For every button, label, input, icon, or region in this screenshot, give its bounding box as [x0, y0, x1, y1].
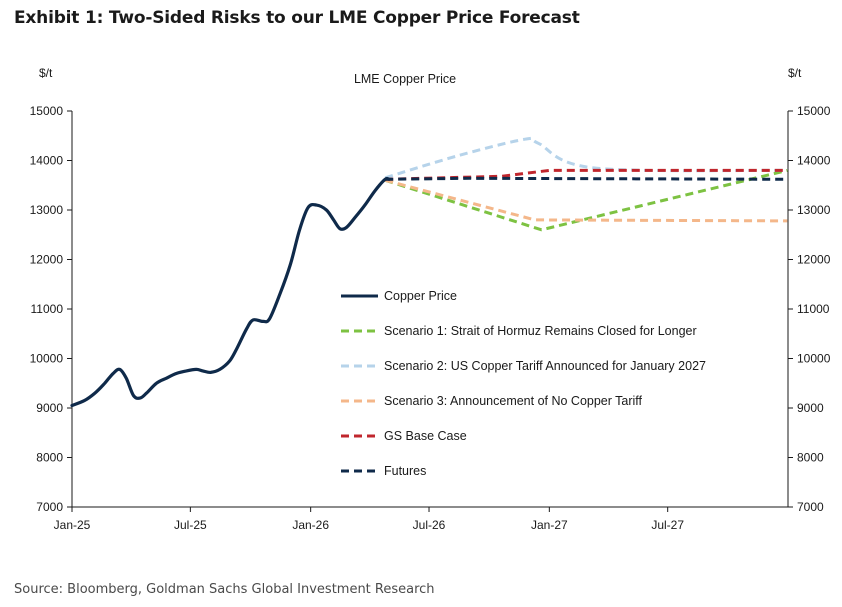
y-tick-label-right: 10000 [797, 352, 831, 366]
y-axis-right-unit: $/t [788, 66, 802, 80]
x-tick-label: Jul-25 [174, 518, 207, 532]
y-tick-label-right: 11000 [797, 302, 830, 316]
exhibit-title: Exhibit 1: Two-Sided Risks to our LME Co… [14, 8, 580, 28]
legend-label: GS Base Case [384, 429, 467, 443]
y-tick-label-right: 15000 [797, 104, 831, 118]
y-tick-label-right: 8000 [797, 451, 824, 465]
series-line-5 [385, 176, 788, 181]
y-tick-label-left: 15000 [30, 104, 64, 118]
axes: 7000 7000 8000 8000 9000 9000 10000 10000 11000 1… [30, 104, 831, 532]
series-line-0 [70, 176, 391, 408]
y-tick-label-left: 10000 [30, 352, 64, 366]
y-tick-label-left: 11000 [31, 302, 64, 316]
x-tick-label: Jul-27 [651, 518, 684, 532]
legend-label: Copper Price [384, 289, 457, 303]
y-tick-label-left: 14000 [30, 154, 64, 168]
chart-title: LME Copper Price [354, 72, 456, 86]
legend-label: Scenario 1: Strait of Hormuz Remains Clo… [384, 324, 697, 338]
y-tick-label-right: 14000 [797, 154, 831, 168]
legend-label: Futures [384, 464, 426, 478]
y-tick-label-right: 7000 [797, 500, 824, 514]
y-tick-label-right: 13000 [797, 203, 831, 217]
y-axis-left-unit: $/t [39, 66, 53, 80]
y-tick-label-right: 12000 [797, 253, 831, 267]
legend: Copper Price Scenario 1: Strait of Hormuz… [341, 289, 706, 478]
legend-label: Scenario 3: Announcement of No Copper Ta… [384, 394, 643, 408]
source-note: Source: Bloomberg, Goldman Sachs Global … [14, 582, 435, 597]
series-line-1 [384, 168, 788, 232]
series-layer [70, 136, 788, 408]
x-tick-label: Jan-27 [531, 518, 568, 532]
y-tick-label-left: 8000 [36, 451, 63, 465]
y-tick-label-right: 9000 [797, 401, 824, 415]
y-tick-label-left: 9000 [36, 401, 63, 415]
y-tick-label-left: 7000 [36, 500, 63, 514]
y-tick-label-left: 13000 [30, 203, 64, 217]
x-tick-label: Jul-26 [413, 518, 446, 532]
legend-label: Scenario 2: US Copper Tariff Announced f… [384, 359, 706, 373]
x-tick-label: Jan-26 [292, 518, 329, 532]
x-tick-label: Jan-25 [54, 518, 91, 532]
y-tick-label-left: 12000 [30, 253, 64, 267]
